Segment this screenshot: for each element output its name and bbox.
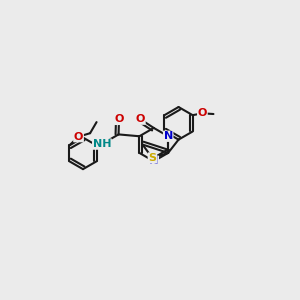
Text: O: O <box>74 132 83 142</box>
Text: NH: NH <box>93 139 111 149</box>
Text: O: O <box>114 114 124 124</box>
Text: O: O <box>136 114 145 124</box>
Text: N: N <box>164 131 173 141</box>
Text: S: S <box>148 153 156 163</box>
Text: N: N <box>149 156 158 166</box>
Text: O: O <box>198 108 207 118</box>
